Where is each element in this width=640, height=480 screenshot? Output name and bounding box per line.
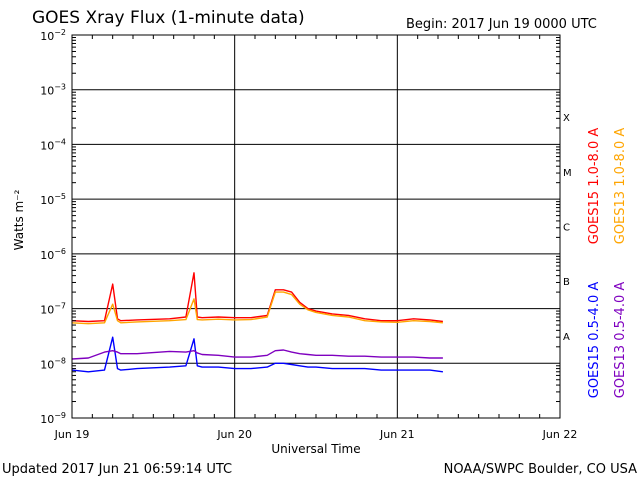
updated-time: Updated 2017 Jun 21 06:59:14 UTC bbox=[2, 462, 232, 477]
y-tick-label: 10−6 bbox=[40, 247, 66, 262]
y-axis-label: Watts m⁻² bbox=[12, 189, 26, 250]
series-line bbox=[71, 272, 443, 323]
x-tick-label: Jun 22 bbox=[542, 428, 578, 441]
legend-label: GOES13 0.5-4.0 A bbox=[613, 282, 628, 399]
flare-class-label: C bbox=[563, 223, 570, 234]
x-axis-label: Universal Time bbox=[271, 442, 360, 456]
x-tick-label: Jun 21 bbox=[379, 428, 415, 441]
y-tick-label: 10−5 bbox=[40, 192, 66, 207]
credit-text: NOAA/SWPC Boulder, CO USA bbox=[444, 462, 637, 477]
legend-label: GOES15 1.0-8.0 A bbox=[587, 128, 602, 245]
y-tick-label: 10−7 bbox=[40, 302, 66, 317]
chart-title: GOES Xray Flux (1-minute data) bbox=[32, 8, 305, 28]
flare-class-label: X bbox=[563, 113, 570, 124]
y-tick-label: 10−3 bbox=[40, 83, 66, 98]
y-tick-label: 10−8 bbox=[40, 356, 66, 371]
y-tick-label: 10−2 bbox=[40, 28, 66, 43]
flare-class-label: M bbox=[563, 168, 572, 179]
legend-label: GOES15 0.5-4.0 A bbox=[587, 282, 602, 399]
y-tick-label: 10−9 bbox=[40, 411, 66, 426]
flare-class-label: A bbox=[563, 332, 570, 343]
x-tick-label: Jun 20 bbox=[216, 428, 252, 441]
begin-time: Begin: 2017 Jun 19 0000 UTC bbox=[406, 17, 597, 32]
series-line bbox=[71, 291, 443, 325]
y-tick-label: 10−4 bbox=[40, 137, 66, 152]
series-line bbox=[71, 336, 443, 373]
x-tick-label: Jun 19 bbox=[54, 428, 90, 441]
legend-label: GOES13 1.0-8.0 A bbox=[613, 128, 628, 245]
flare-class-label: B bbox=[563, 277, 570, 288]
series-line bbox=[71, 349, 443, 360]
